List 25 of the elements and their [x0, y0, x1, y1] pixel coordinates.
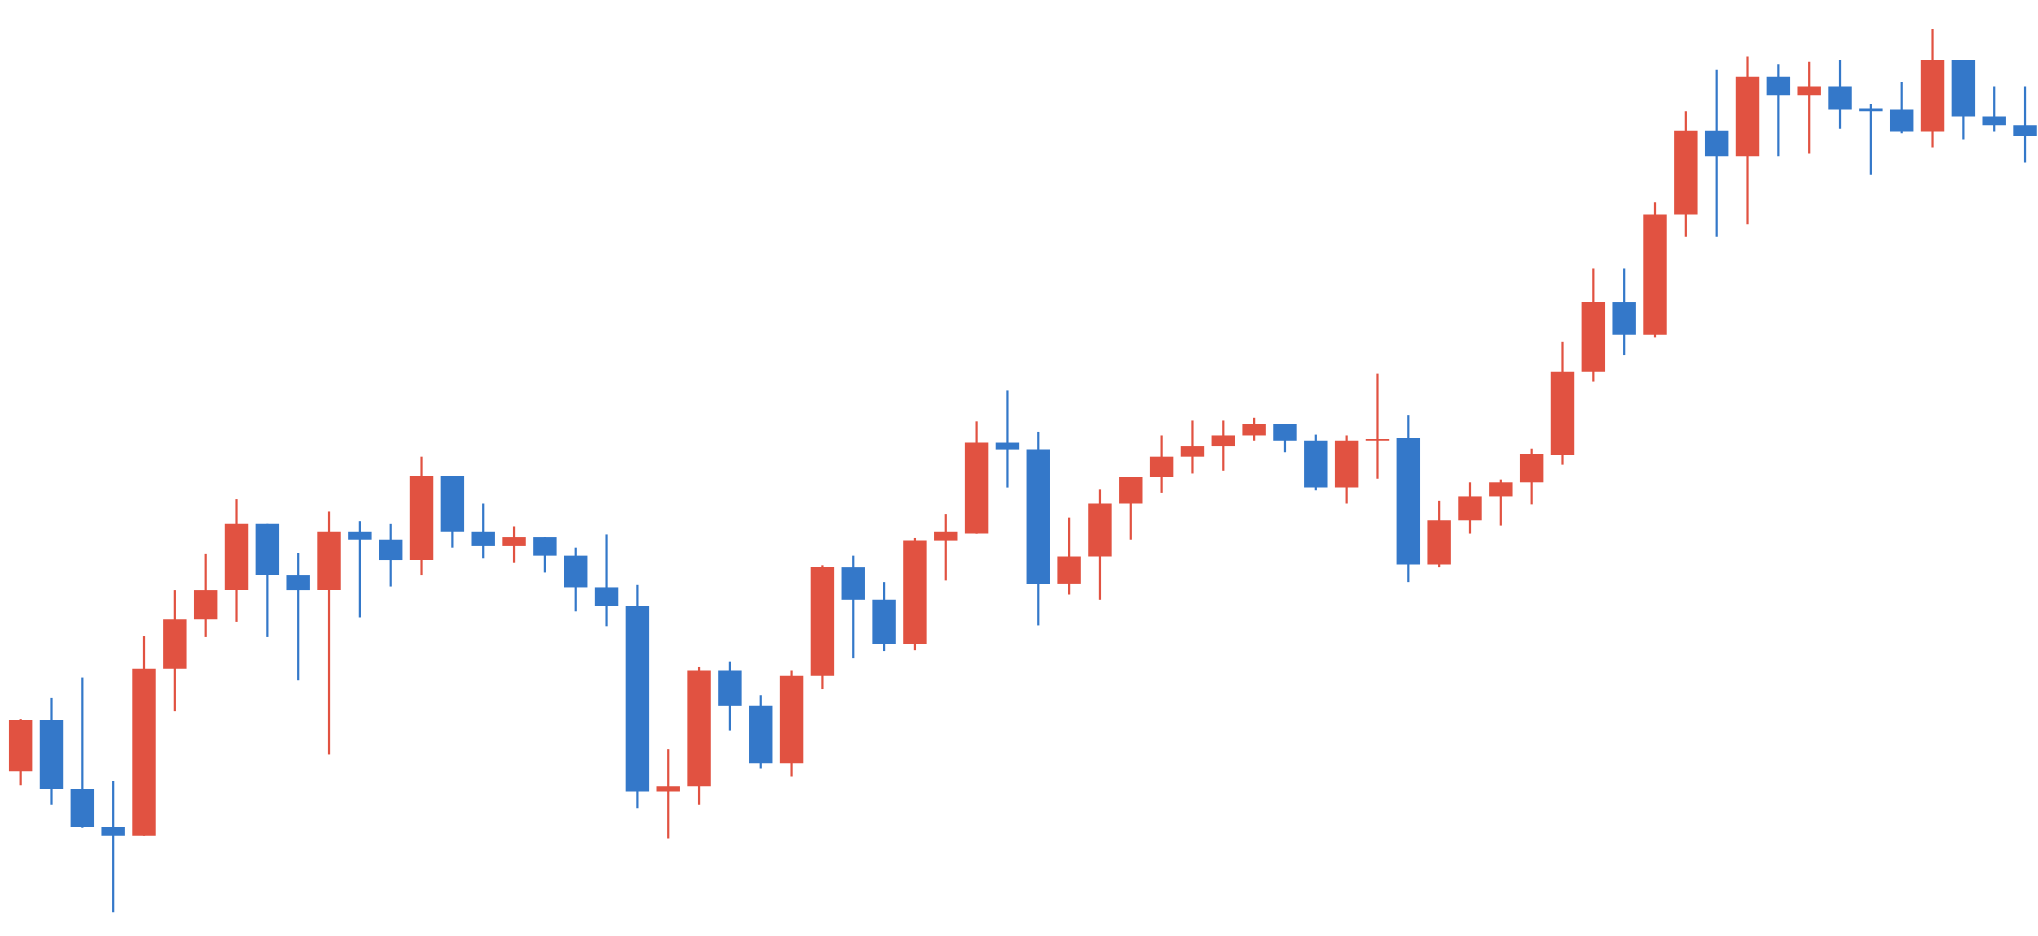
candlestick — [101, 779, 125, 913]
candlestick — [378, 522, 403, 588]
candlestick — [502, 525, 526, 564]
candlestick — [1889, 80, 1914, 135]
candlestick — [533, 535, 557, 574]
candlestick — [1273, 422, 1297, 454]
candlestick — [1242, 416, 1266, 442]
candlestick — [286, 551, 310, 682]
candlestick — [348, 520, 372, 619]
candlestick — [2013, 85, 2037, 164]
candlestick — [1180, 419, 1205, 475]
candlestick — [1489, 478, 1513, 527]
candlestick — [1458, 481, 1482, 535]
candlestick — [1149, 434, 1174, 495]
candlestick — [1211, 419, 1236, 472]
candlestick — [1766, 63, 1791, 158]
candlestick — [1828, 58, 1852, 130]
candlestick — [656, 748, 680, 840]
candlestick — [1982, 85, 2006, 133]
candlestick — [934, 512, 958, 582]
candlestick — [594, 533, 619, 628]
candlestick — [471, 502, 495, 560]
candlestick — [995, 389, 1020, 489]
candlestick — [1365, 372, 1390, 480]
candlestick — [1797, 60, 1821, 155]
